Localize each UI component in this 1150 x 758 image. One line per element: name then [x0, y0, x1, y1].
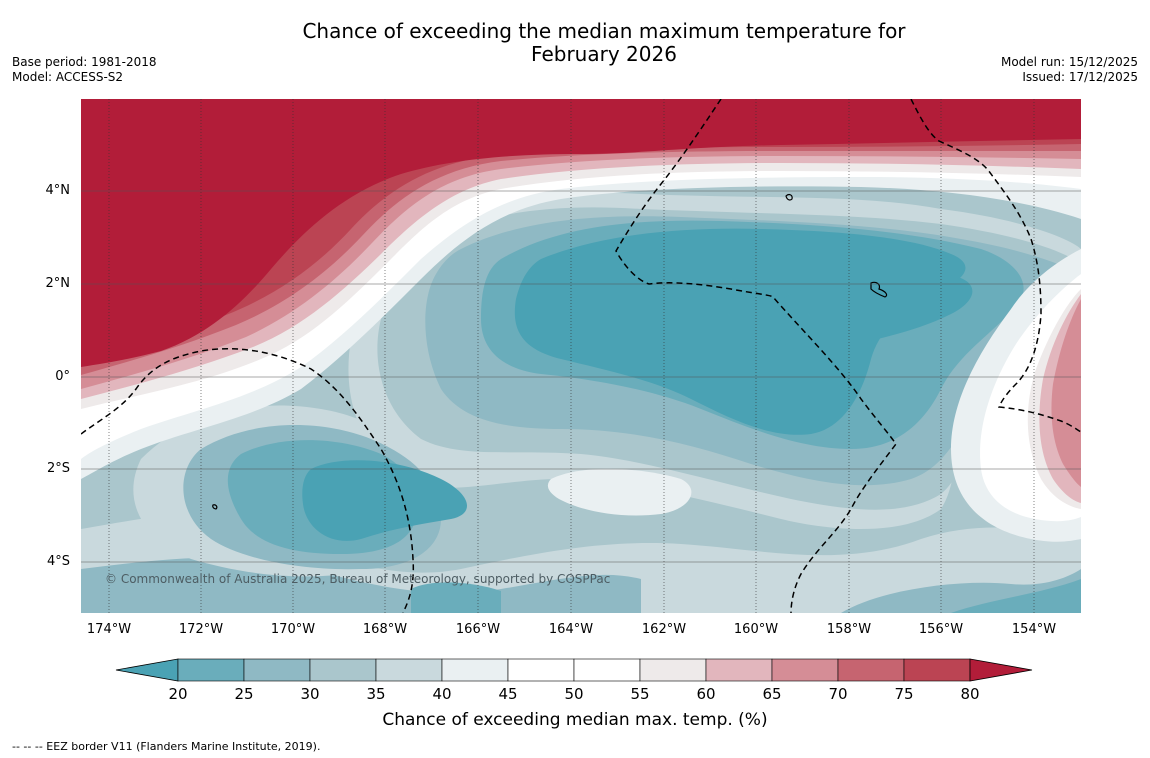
colorbar-segment	[837, 658, 905, 682]
lon-label-168w: 168°W	[362, 622, 408, 637]
colorbar-tick-label: 70	[828, 685, 848, 703]
colorbar-tick-label: 55	[630, 685, 650, 703]
colorbar-tick-label: 25	[234, 685, 254, 703]
colorbar-segment	[771, 658, 839, 682]
footnote: -- -- -- EEZ border V11 (Flanders Marine…	[12, 740, 321, 753]
model-run: Model run: 15/12/2025	[1000, 55, 1138, 69]
latitude-lines	[81, 190, 1081, 563]
colorbar-tick-label: 75	[894, 685, 914, 703]
lon-label-174w: 174°W	[86, 622, 132, 637]
colorbar-segment	[243, 658, 311, 682]
colorbar-tick-label: 50	[564, 685, 584, 703]
colorbar-label: Chance of exceeding median max. temp. (%…	[382, 710, 768, 730]
copyright-notice: © Commonwealth of Australia 2025, Bureau…	[105, 572, 611, 586]
eez-borders	[81, 99, 1081, 613]
colorbar-extend-high	[969, 658, 1033, 682]
island-1	[785, 193, 793, 201]
meta-left: Base period: 1981-2018 Model: ACCESS-S2	[12, 55, 157, 85]
map-svg	[81, 99, 1081, 613]
lon-label-172w: 172°W	[178, 622, 224, 637]
lon-label-164w: 164°W	[548, 622, 594, 637]
colorbar-tick-label: 60	[696, 685, 716, 703]
colorbar-tick-label: 35	[366, 685, 386, 703]
colorbar	[115, 658, 1033, 682]
contour-40-patch	[547, 468, 692, 516]
colorbar-segment	[705, 658, 773, 682]
colorbar-segments	[115, 658, 1033, 682]
lat-label-4s: 4°S	[46, 554, 70, 569]
map-title-line2: February 2026	[531, 42, 677, 66]
island-2	[870, 281, 888, 298]
lon-label-154w: 154°W	[1011, 622, 1057, 637]
colorbar-tick-label: 65	[762, 685, 782, 703]
lon-label-166w: 166°W	[455, 622, 501, 637]
lon-label-160w: 160°W	[733, 622, 779, 637]
colorbar-segment	[177, 658, 245, 682]
contour-25-southeast	[951, 579, 1081, 613]
lon-label-158w: 158°W	[826, 622, 872, 637]
lon-label-156w: 156°W	[918, 622, 964, 637]
island-3	[212, 504, 218, 510]
model-name: Model: ACCESS-S2	[12, 70, 124, 84]
contour-20-east	[769, 272, 973, 353]
colorbar-segment	[573, 658, 641, 682]
lat-label-2s: 2°S	[46, 461, 70, 476]
colorbar-tick-label: 80	[960, 685, 980, 703]
issued-date: Issued: 17/12/2025	[1022, 70, 1138, 84]
meta-right: Model run: 15/12/2025 Issued: 17/12/2025	[1001, 55, 1138, 85]
lon-label-162w: 162°W	[641, 622, 687, 637]
colorbar-extend-low	[115, 658, 179, 682]
colorbar-tick-label: 20	[168, 685, 188, 703]
map-title-line1: Chance of exceeding the median maximum t…	[302, 19, 906, 43]
lat-label-2n: 2°N	[45, 276, 71, 291]
map-area	[81, 99, 1081, 613]
colorbar-segment	[309, 658, 377, 682]
colorbar-segment	[441, 658, 509, 682]
colorbar-tick-label: 45	[498, 685, 518, 703]
lon-label-170w: 170°W	[270, 622, 316, 637]
lat-label-0: 0°	[55, 369, 70, 384]
contour-85-north	[81, 99, 1081, 367]
colorbar-segment	[507, 658, 575, 682]
contour-20-south-central	[411, 582, 501, 613]
contour-20-southwest	[302, 460, 468, 541]
colorbar-tick-label: 30	[300, 685, 320, 703]
lat-label-4n: 4°N	[45, 183, 71, 198]
base-period: Base period: 1981-2018	[12, 55, 157, 69]
colorbar-tick-label: 40	[432, 685, 452, 703]
colorbar-segment	[639, 658, 707, 682]
colorbar-segment	[903, 658, 971, 682]
contour-70-east	[1051, 299, 1081, 487]
colorbar-segment	[375, 658, 443, 682]
